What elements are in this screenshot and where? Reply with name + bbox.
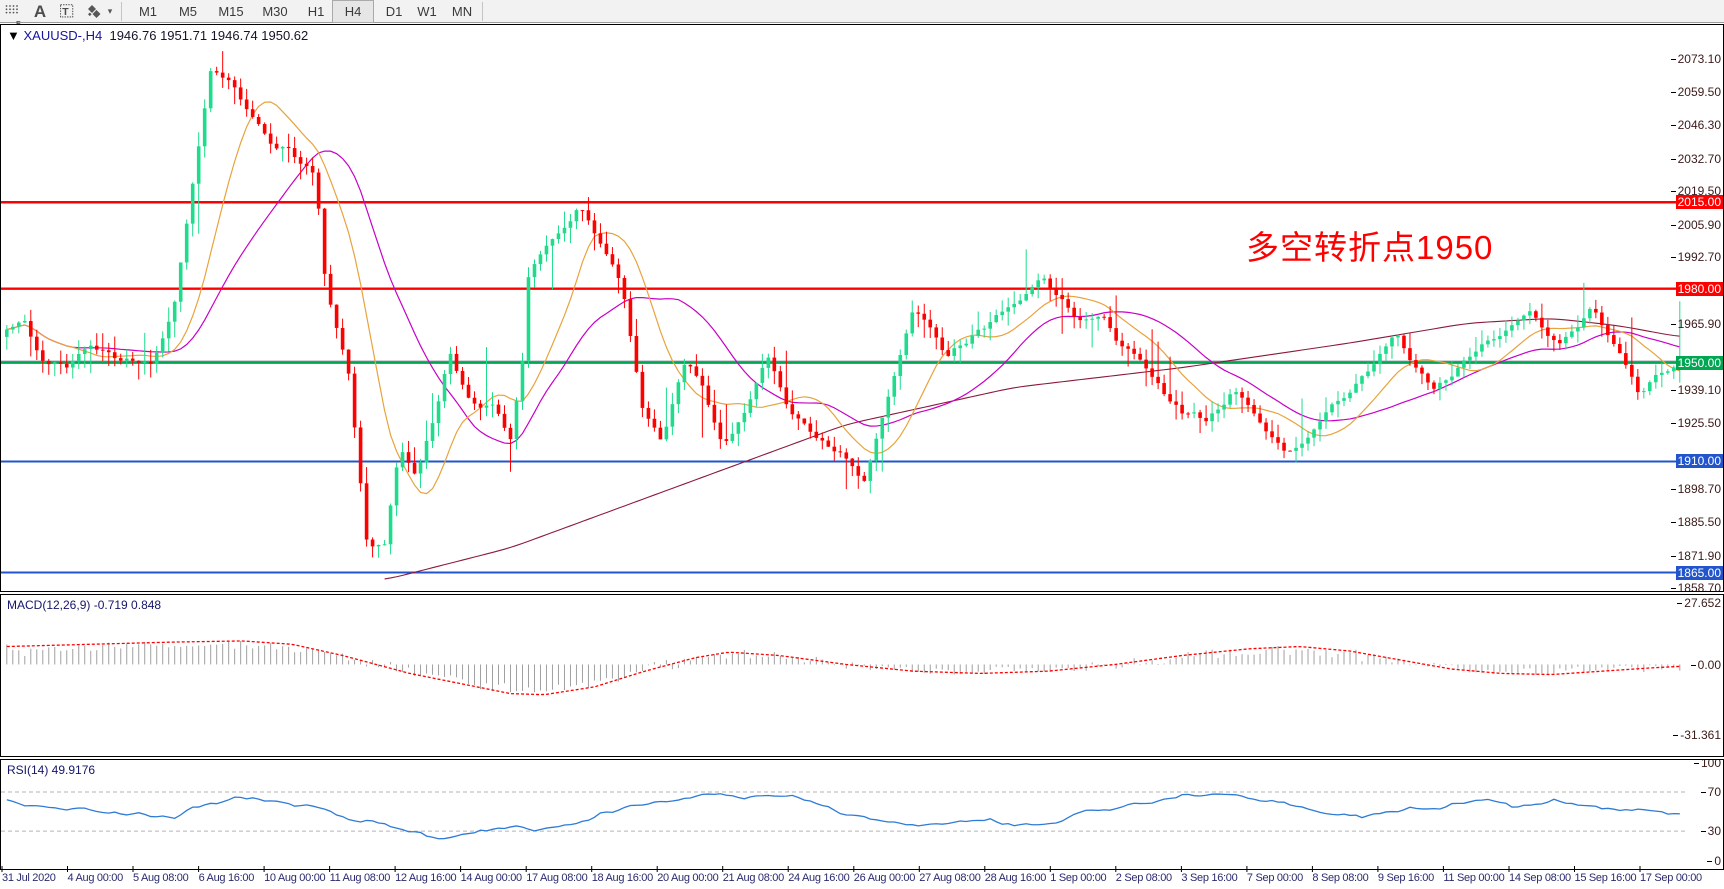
svg-text:T: T bbox=[62, 6, 69, 18]
